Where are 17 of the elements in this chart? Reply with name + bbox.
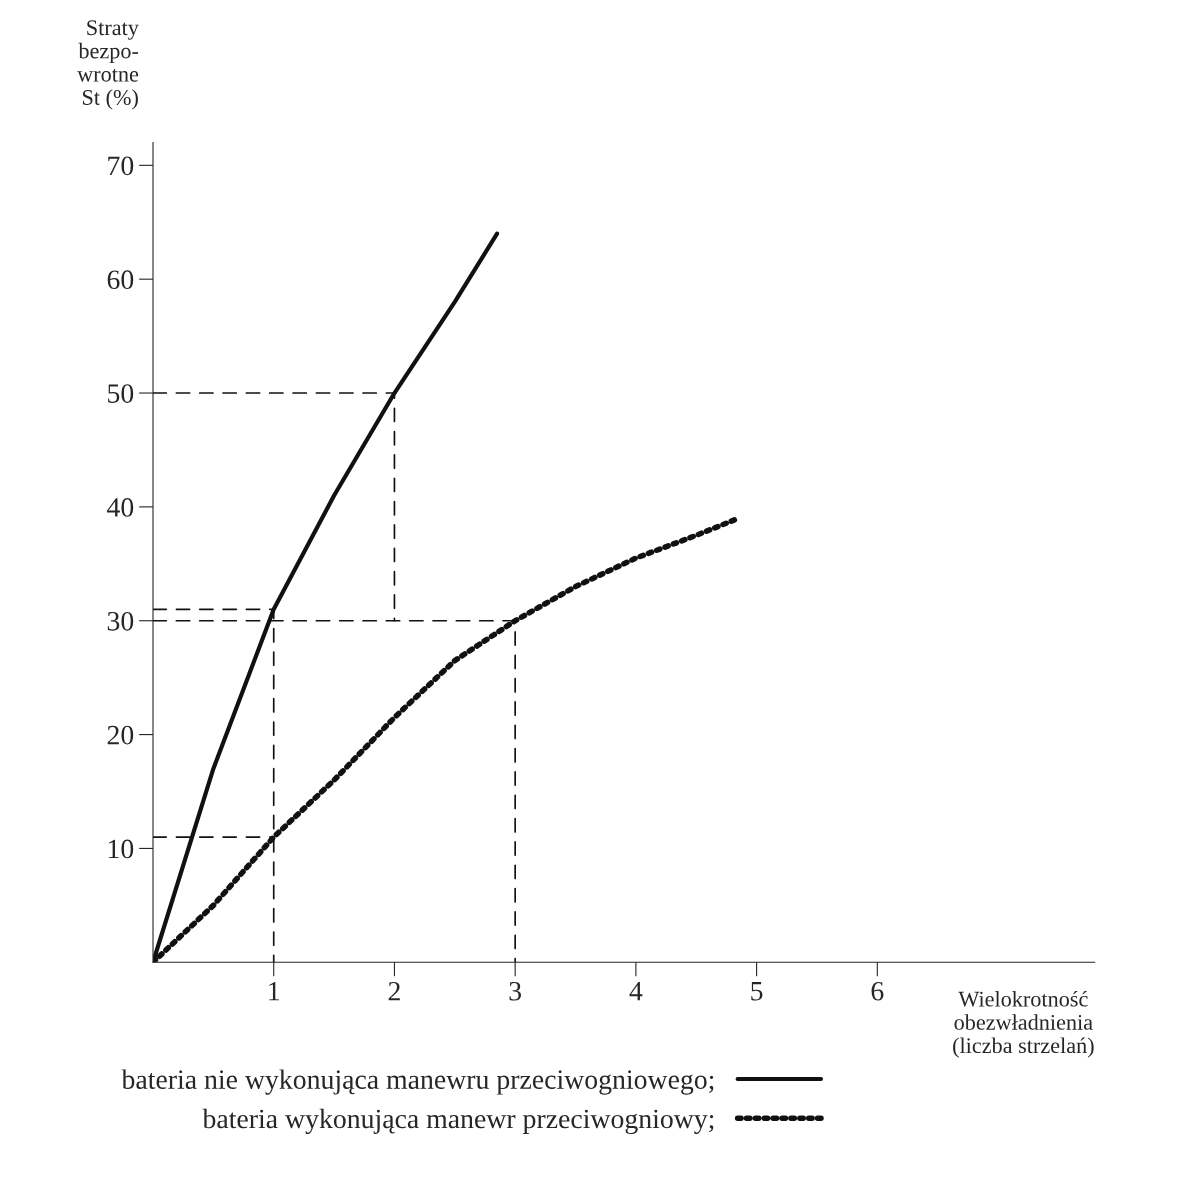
y-tick-label: 30 [107, 611, 134, 631]
x-tick-label: 3 [509, 981, 522, 1001]
x-tick-label: 4 [629, 982, 643, 1001]
y-tick-label: 50 [108, 384, 134, 403]
y-tick-label: 70 [108, 156, 134, 176]
y-axis-title: Straty bezpo- wrotne St (%) [77, 20, 139, 110]
y-tick-label: 40 [107, 498, 134, 517]
legend-label: bateria nie wykonująca manewru przeciwogniowego; [121, 1069, 714, 1095]
y-tick-label: 20 [107, 725, 134, 745]
y-tick-label: 60 [107, 270, 134, 290]
legend-label: bateria wykonująca manewr przeciwogniowy; [202, 1108, 714, 1135]
x-tick-label: 1 [269, 981, 280, 1001]
y-tick-label: 10 [108, 839, 134, 859]
x-axis-title: Wielokrotność obezwładnienia (liczba strzelań) [953, 990, 1094, 1058]
x-tick-label: 6 [871, 981, 884, 1001]
x-tick-label: 5 [751, 982, 763, 1001]
x-tick-label: 2 [388, 981, 400, 1001]
